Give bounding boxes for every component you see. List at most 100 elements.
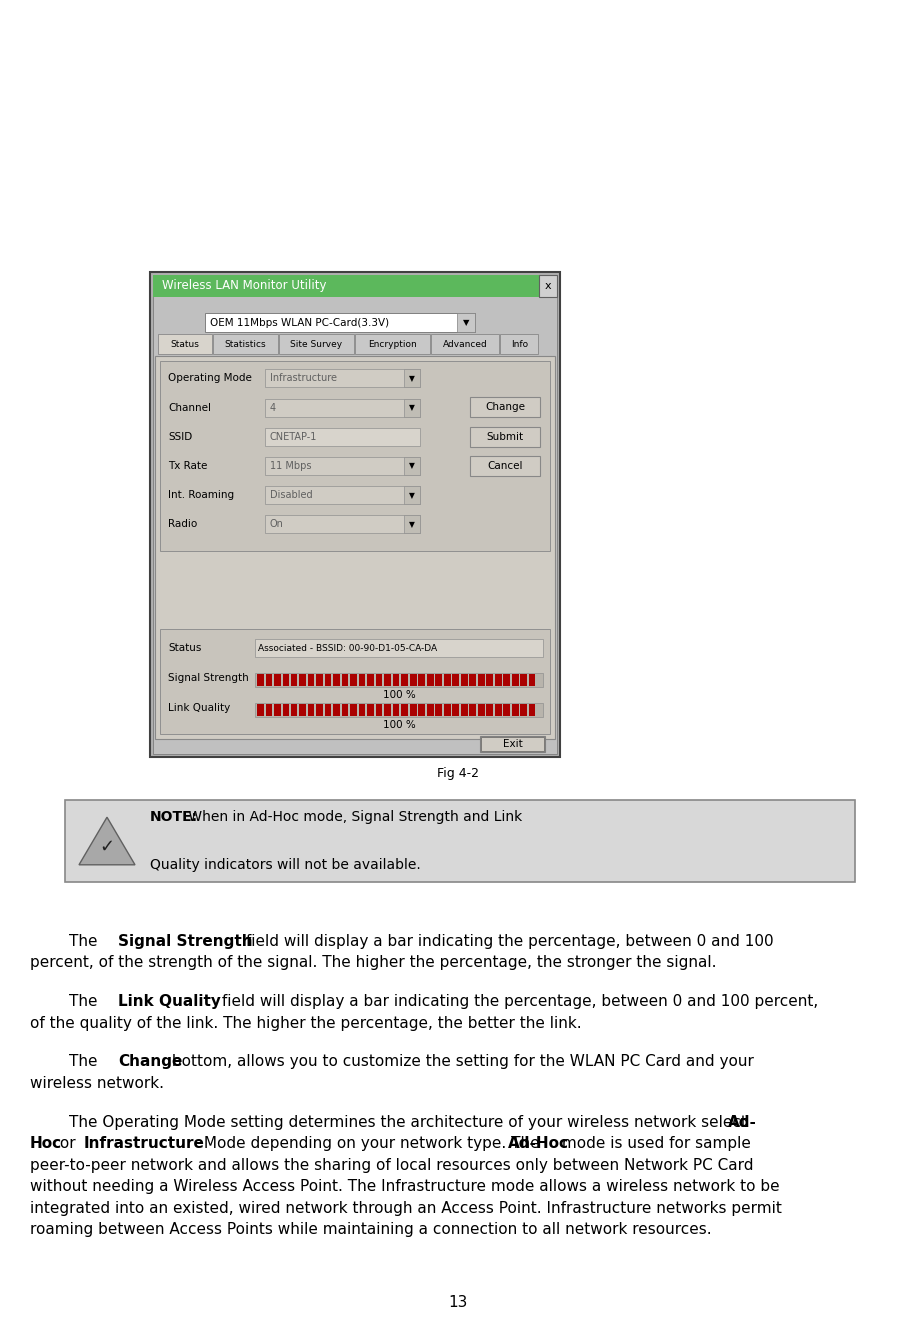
Text: Change: Change	[118, 1055, 182, 1069]
Bar	[351, 674, 357, 686]
Text: integrated into an existed, wired network through an Access Point. Infrastructur: integrated into an existed, wired networ…	[30, 1200, 782, 1216]
Bar	[317, 705, 323, 717]
Text: Mode depending on your network type. The: Mode depending on your network type. The	[199, 1136, 544, 1151]
Text: roaming between Access Points while maintaining a connection to all network reso: roaming between Access Points while main…	[30, 1222, 712, 1237]
Bar	[150, 272, 560, 758]
Bar	[300, 674, 306, 686]
Text: When in Ad-Hoc mode, Signal Strength and Link: When in Ad-Hoc mode, Signal Strength and…	[184, 810, 522, 824]
Bar	[401, 674, 408, 686]
Bar	[461, 705, 467, 717]
Bar	[481, 736, 544, 751]
Text: Signal Strength: Signal Strength	[168, 673, 249, 683]
Bar	[470, 427, 540, 447]
Text: ▼: ▼	[409, 520, 415, 529]
Bar	[205, 313, 475, 332]
Bar	[376, 705, 383, 717]
Bar	[457, 313, 475, 332]
Bar	[435, 705, 442, 717]
Bar	[265, 486, 420, 504]
Bar	[478, 674, 485, 686]
Text: Quality indicators will not be available.: Quality indicators will not be available…	[150, 858, 420, 873]
Bar	[367, 674, 374, 686]
Bar	[478, 705, 485, 717]
Text: Signal Strength: Signal Strength	[118, 935, 253, 949]
Bar	[504, 674, 510, 686]
Text: Infrastructure: Infrastructure	[84, 1136, 205, 1151]
Text: Link Quality: Link Quality	[118, 994, 221, 1009]
Bar	[520, 705, 527, 717]
Bar	[495, 674, 501, 686]
Text: field will display a bar indicating the percentage, between 0 and 100 percent,: field will display a bar indicating the …	[216, 994, 818, 1009]
Text: Status: Status	[168, 642, 202, 653]
Text: Statistics: Statistics	[224, 340, 267, 349]
Bar	[291, 674, 298, 686]
Bar	[410, 705, 417, 717]
Bar	[504, 705, 510, 717]
Text: SSID: SSID	[168, 432, 192, 442]
Bar	[153, 275, 557, 297]
Bar	[470, 674, 476, 686]
Bar	[333, 674, 340, 686]
Bar	[512, 705, 518, 717]
Bar	[317, 674, 323, 686]
Text: The: The	[30, 1055, 103, 1069]
Bar	[529, 705, 536, 717]
Text: Link Quality: Link Quality	[168, 703, 230, 713]
Bar	[257, 705, 264, 717]
Bar	[453, 705, 459, 717]
Bar	[427, 674, 433, 686]
Text: Disabled: Disabled	[270, 490, 312, 500]
Bar	[274, 674, 280, 686]
Bar	[308, 705, 314, 717]
Bar	[265, 457, 420, 475]
Text: The: The	[30, 935, 103, 949]
Text: Exit: Exit	[503, 739, 522, 750]
Bar	[359, 705, 365, 717]
Text: 4: 4	[270, 402, 276, 412]
Bar	[500, 334, 538, 354]
Text: Change: Change	[485, 402, 525, 412]
Bar	[529, 674, 536, 686]
Text: bottom, allows you to customize the setting for the WLAN PC Card and your: bottom, allows you to customize the sett…	[168, 1055, 754, 1069]
Bar	[401, 705, 408, 717]
Bar	[385, 705, 391, 717]
Text: Site Survey: Site Survey	[290, 340, 343, 349]
Bar	[419, 674, 425, 686]
Text: Infrastructure: Infrastructure	[270, 373, 337, 383]
Bar	[480, 736, 545, 752]
Text: ▼: ▼	[463, 319, 469, 327]
Bar	[265, 398, 420, 416]
Text: NOTE:: NOTE:	[150, 810, 198, 824]
Bar	[431, 334, 499, 354]
Bar	[419, 705, 425, 717]
Text: The Operating Mode setting determines the architecture of your wireless network : The Operating Mode setting determines th…	[30, 1114, 752, 1129]
Bar	[300, 705, 306, 717]
Bar	[282, 674, 289, 686]
Bar	[257, 674, 264, 686]
Bar	[266, 674, 272, 686]
Bar	[367, 705, 374, 717]
Bar	[265, 516, 420, 534]
Text: percent, of the strength of the signal. The higher the percentage, the stronger : percent, of the strength of the signal. …	[30, 956, 716, 970]
Bar	[351, 705, 357, 717]
Text: The: The	[30, 994, 103, 1009]
Bar	[486, 674, 493, 686]
Text: Ad-: Ad-	[728, 1114, 758, 1129]
Text: field will display a bar indicating the percentage, between 0 and 100: field will display a bar indicating the …	[241, 935, 774, 949]
Bar	[512, 674, 518, 686]
Text: Associated - BSSID: 00-90-D1-05-CA-DA: Associated - BSSID: 00-90-D1-05-CA-DA	[258, 644, 437, 653]
Bar	[470, 705, 476, 717]
Bar	[435, 674, 442, 686]
Text: Fig 4-2: Fig 4-2	[437, 767, 479, 780]
Text: ▼: ▼	[409, 374, 415, 383]
Bar	[160, 629, 550, 734]
Bar	[213, 334, 278, 354]
Bar	[486, 705, 493, 717]
Text: Info: Info	[511, 340, 528, 349]
Bar	[461, 674, 467, 686]
Bar	[470, 398, 540, 418]
Text: Cancel: Cancel	[487, 461, 523, 471]
Bar	[278, 334, 354, 354]
Bar	[404, 486, 420, 504]
Text: Radio: Radio	[168, 520, 197, 530]
